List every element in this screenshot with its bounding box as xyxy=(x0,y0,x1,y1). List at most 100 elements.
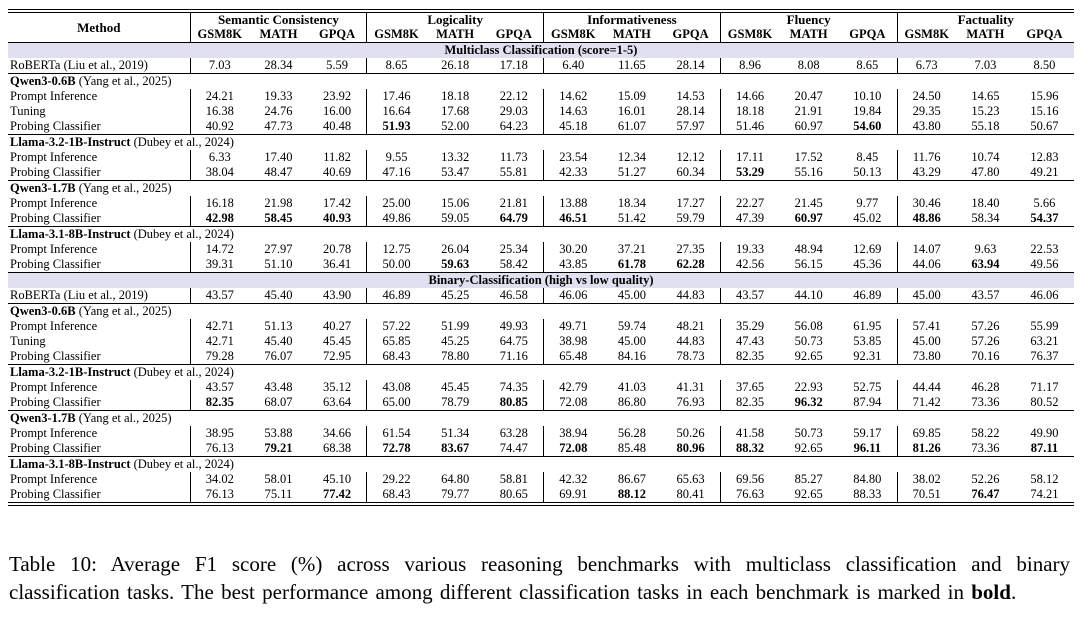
score-cell: 59.05 xyxy=(441,211,470,225)
score-cell: 44.44 xyxy=(912,380,941,394)
subcol-header-informativeness-gpqa: GPQA xyxy=(661,27,721,43)
subcol-header-logicality-gpqa: GPQA xyxy=(484,27,545,43)
score-cell: 8.45 xyxy=(838,150,898,165)
score-cell: 43.29 xyxy=(912,165,941,179)
score-cell: 44.83 xyxy=(661,288,721,304)
score-cell: 56.15 xyxy=(794,257,823,271)
score-cell: 35.29 xyxy=(735,319,765,333)
score-cell: 40.48 xyxy=(307,119,368,135)
subcol-header-factuality-gsm8k: GSM8K xyxy=(897,27,956,43)
score-cell: 75.11 xyxy=(264,487,293,501)
score-cell: 88.12 xyxy=(617,487,646,501)
score-cell: 88.33 xyxy=(838,487,898,504)
method-cell: Tuning xyxy=(8,104,191,119)
subcol-header-factuality-gpqa: GPQA xyxy=(1014,27,1074,43)
score-cell: 14.07 xyxy=(912,242,941,256)
model-citation: (Dubey et al., 2024) xyxy=(130,365,234,379)
score-cell: 58.45 xyxy=(264,211,293,225)
score-cell: 43.80 xyxy=(912,119,941,133)
score-cell: 49.86 xyxy=(382,211,411,225)
table-caption: Table 10: Average F1 score (%) across va… xyxy=(9,551,1070,606)
score-cell: 7.03 xyxy=(974,58,997,72)
score-cell: 38.02 xyxy=(912,472,941,486)
score-cell: 27.35 xyxy=(661,242,721,257)
score-cell: 38.94 xyxy=(559,426,588,440)
score-cell: 50.73 xyxy=(794,334,823,348)
score-cell: 37.65 xyxy=(735,380,765,394)
score-cell: 42.33 xyxy=(559,165,588,179)
table-row: Prompt Inference 24.21 19.33 23.92 17.46 18.1… xyxy=(8,89,1074,104)
score-cell: 47.73 xyxy=(264,119,293,133)
score-cell: 56.28 xyxy=(617,426,646,440)
score-cell: 37.21 xyxy=(617,242,646,256)
score-cell: 42.71 xyxy=(205,319,234,333)
score-cell: 72.08 xyxy=(559,441,588,455)
method-cell: RoBERTa (Liu et al., 2019) xyxy=(8,58,191,74)
score-cell: 45.40 xyxy=(264,288,293,302)
score-cell: 80.65 xyxy=(484,487,545,504)
method-cell: Probing Classifier xyxy=(8,441,191,457)
score-cell: 16.01 xyxy=(617,104,646,118)
score-cell: 96.32 xyxy=(794,395,823,409)
score-cell: 65.63 xyxy=(661,472,721,487)
table-row: Prompt Inference 16.18 21.98 17.42 25.00 15.0… xyxy=(8,196,1074,211)
score-cell: 54.60 xyxy=(838,119,898,135)
score-cell: 34.02 xyxy=(205,472,234,486)
score-cell: 17.11 xyxy=(736,150,764,164)
score-cell: 42.98 xyxy=(205,211,234,225)
caption-text: Average F1 score (%) across various reas… xyxy=(9,552,1071,604)
score-cell: 81.26 xyxy=(912,441,941,455)
subcol-header-fluency-gpqa: GPQA xyxy=(838,27,898,43)
score-cell: 55.81 xyxy=(484,165,545,181)
score-cell: 76.93 xyxy=(661,395,721,411)
score-cell: 53.85 xyxy=(838,334,898,349)
model-group-label-qwen3-1-7b: Qwen3-1.7B (Yang et al., 2025) xyxy=(8,410,1074,426)
score-cell: 61.95 xyxy=(838,319,898,334)
score-cell: 43.57 xyxy=(971,288,1000,302)
table-row: Prompt Inference 43.57 43.48 35.12 43.08 45.4… xyxy=(8,380,1074,395)
score-cell: 17.40 xyxy=(264,150,293,164)
score-cell: 12.83 xyxy=(1030,150,1059,164)
score-cell: 58.22 xyxy=(971,426,1000,440)
score-cell: 15.16 xyxy=(1030,104,1059,118)
score-cell: 27.97 xyxy=(264,242,293,256)
score-cell: 12.75 xyxy=(382,242,411,256)
score-cell: 61.54 xyxy=(382,426,411,440)
score-cell: 74.21 xyxy=(1030,487,1059,501)
score-cell: 72.78 xyxy=(382,441,411,455)
section-band-row: Binary-Classification (high vs low quali… xyxy=(8,272,1074,288)
score-cell: 87.11 xyxy=(1030,441,1059,455)
score-cell: 74.35 xyxy=(484,380,545,395)
score-cell: 45.00 xyxy=(912,288,941,302)
score-cell: 29.35 xyxy=(912,104,941,118)
score-cell: 42.79 xyxy=(559,380,588,394)
score-cell: 60.97 xyxy=(794,211,823,225)
score-cell: 92.65 xyxy=(794,487,823,501)
score-cell: 17.27 xyxy=(661,196,721,211)
score-cell: 85.48 xyxy=(617,441,646,455)
score-cell: 23.92 xyxy=(307,89,368,104)
table-row: Probing Classifier 38.04 48.47 40.69 47.16 53… xyxy=(8,165,1074,181)
score-cell: 43.48 xyxy=(264,380,293,394)
score-cell: 82.35 xyxy=(735,349,765,363)
table-row: Probing Classifier 79.28 76.07 72.95 68.43 78… xyxy=(8,349,1074,365)
score-cell: 16.64 xyxy=(382,104,411,118)
table-row: Tuning 16.38 24.76 16.00 16.64 17.68 29.03 14.6… xyxy=(8,104,1074,119)
score-cell: 16.18 xyxy=(205,196,234,210)
score-cell: 46.06 xyxy=(559,288,588,302)
score-cell: 17.46 xyxy=(382,89,411,103)
subcol-header-fluency-math: MATH xyxy=(779,27,839,43)
score-cell: 64.75 xyxy=(484,334,545,349)
score-cell: 71.16 xyxy=(484,349,545,365)
score-cell: 19.84 xyxy=(838,104,898,119)
score-cell: 14.66 xyxy=(735,89,765,103)
score-cell: 56.08 xyxy=(794,319,823,333)
score-cell: 40.93 xyxy=(307,211,368,227)
score-cell: 76.13 xyxy=(205,441,234,455)
table-row: Prompt Inference 42.71 51.13 40.27 57.22 51.9… xyxy=(8,319,1074,334)
score-cell: 71.17 xyxy=(1030,380,1059,394)
model-citation: (Yang et al., 2025) xyxy=(75,304,172,318)
score-cell: 68.43 xyxy=(382,349,411,363)
score-cell: 73.36 xyxy=(971,395,1000,409)
